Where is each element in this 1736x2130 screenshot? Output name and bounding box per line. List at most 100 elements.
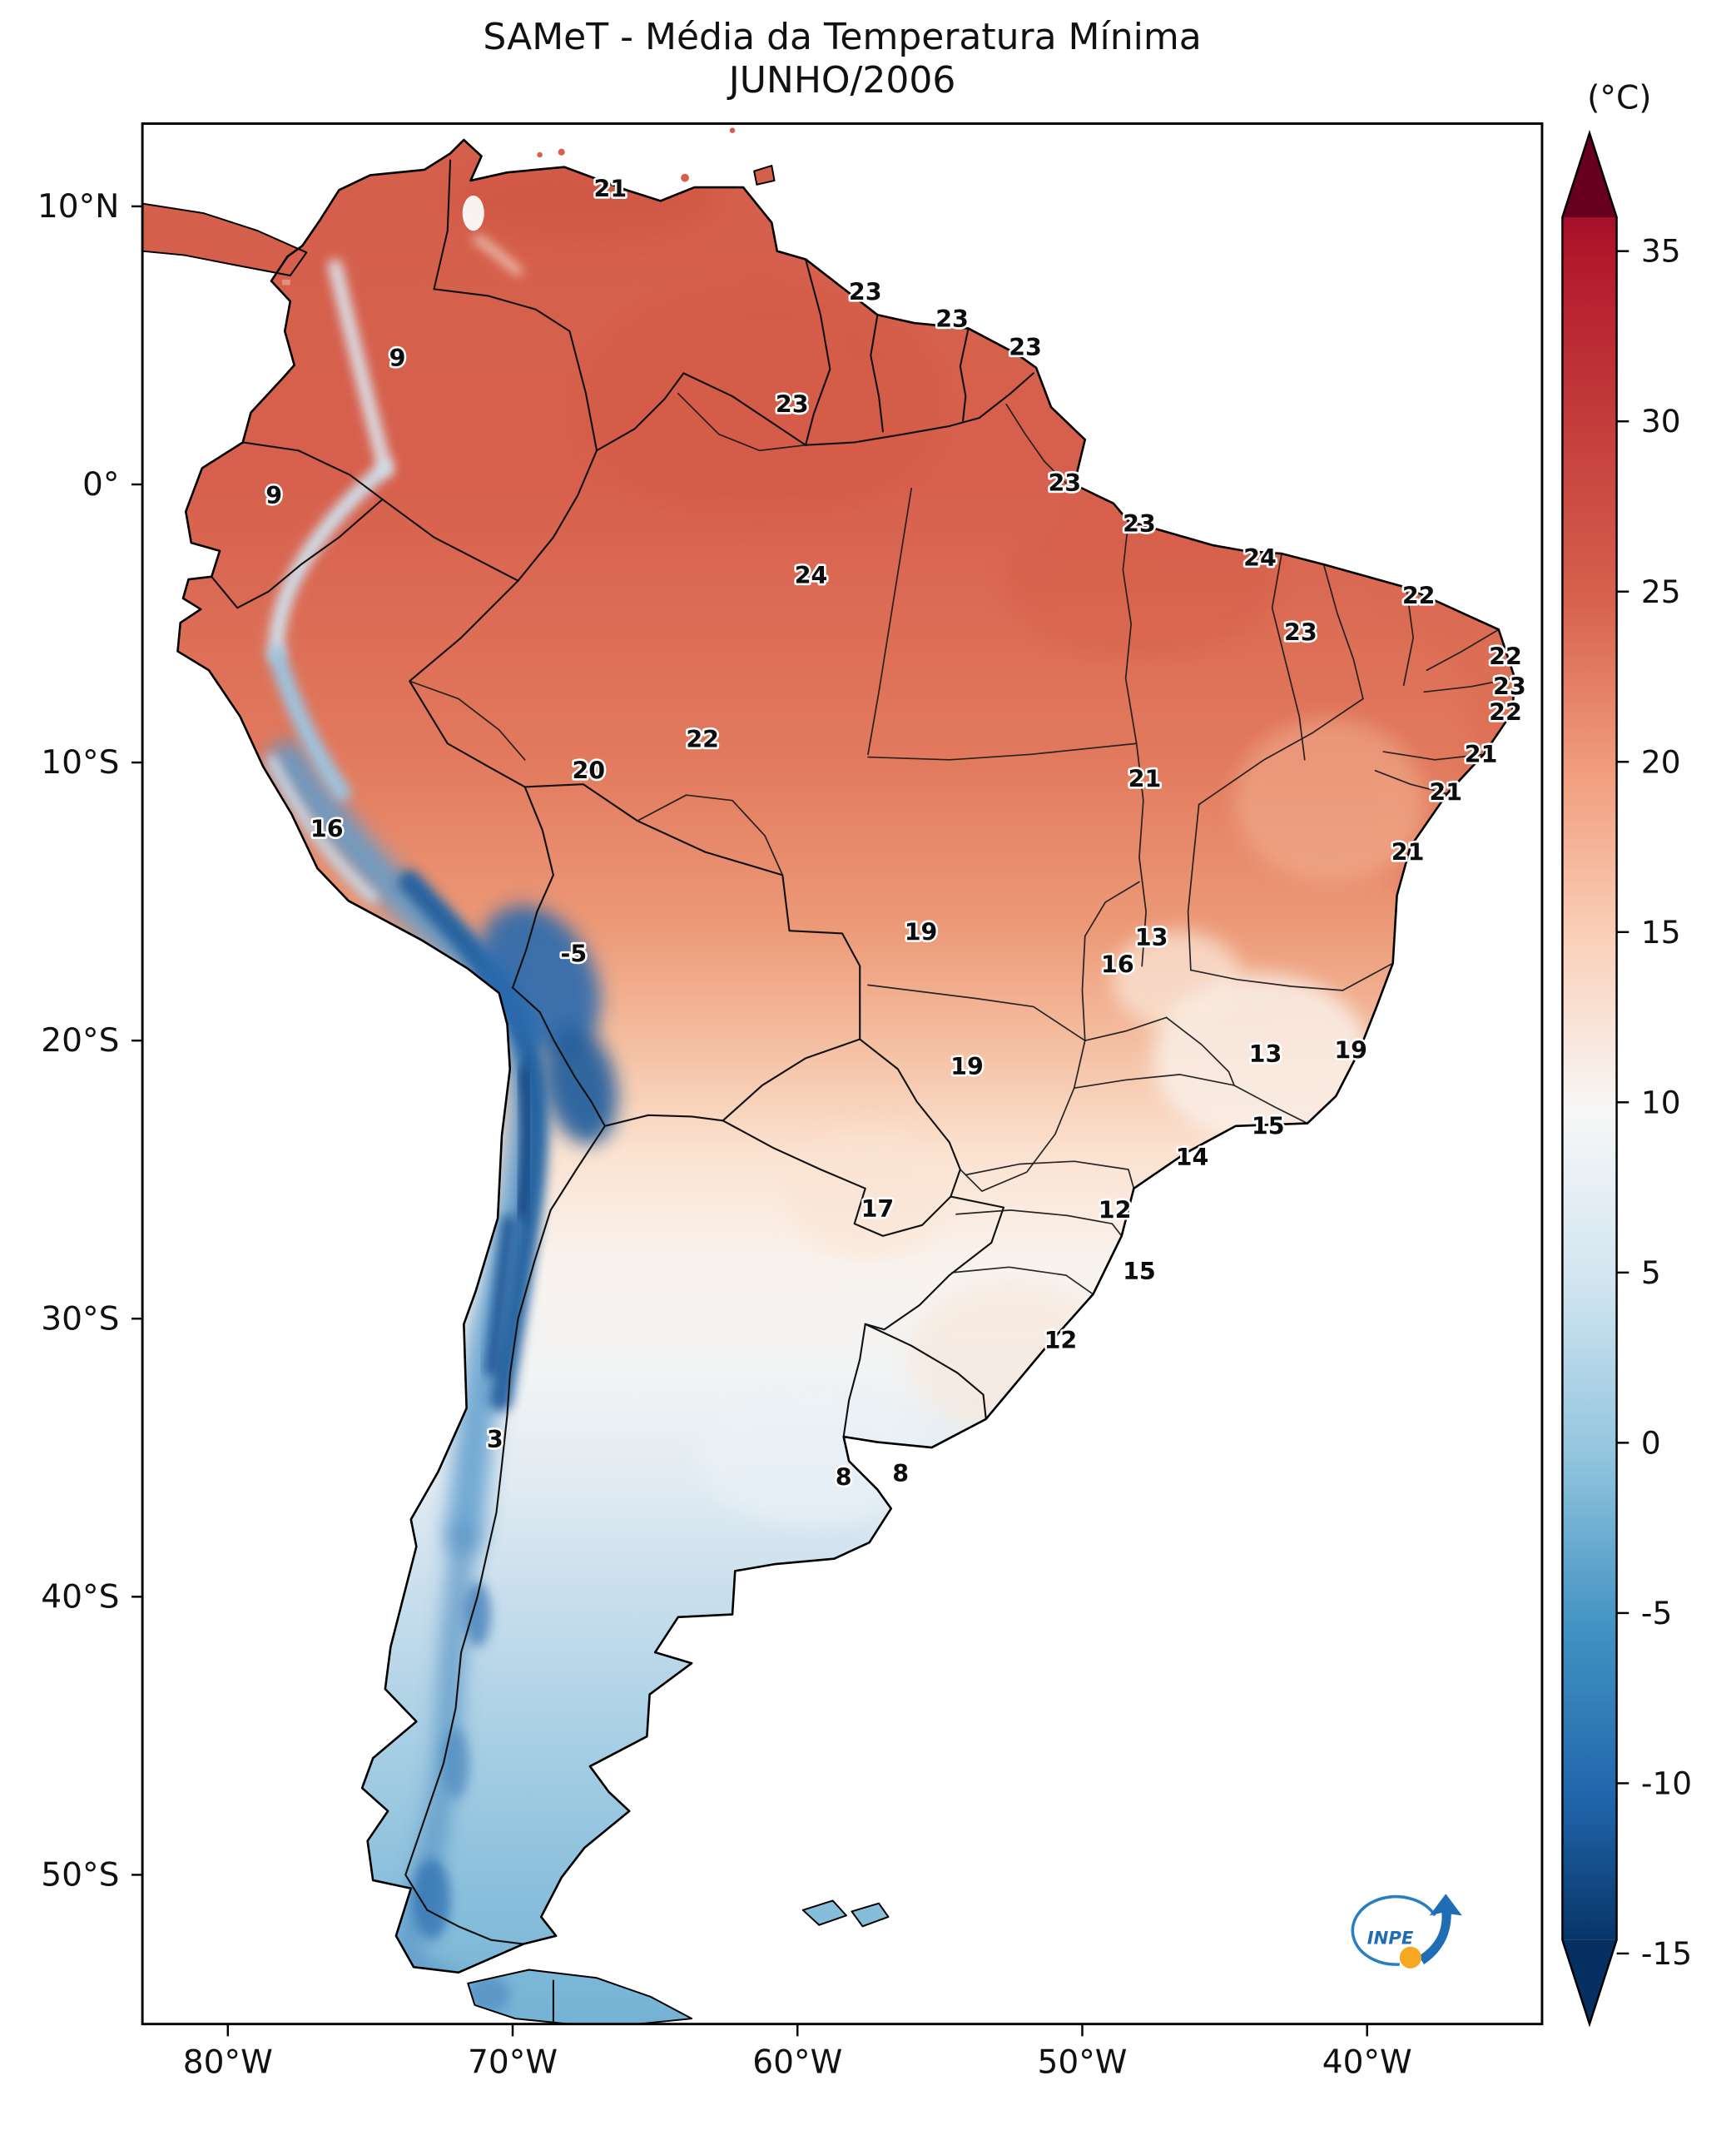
temperature-label: 14 (1176, 1144, 1209, 1171)
temperature-label: 13 (1249, 1040, 1282, 1068)
temperature-label: 21 (1391, 838, 1425, 866)
temperature-labels: 2123232323232324242223222322212121992220… (264, 173, 1529, 1493)
light-patch (1112, 931, 1242, 1029)
temperature-label: -5 (561, 941, 588, 968)
map-plot-area: INPE (142, 123, 1542, 2024)
island-dot (681, 173, 689, 182)
temperature-label: 16 (310, 816, 344, 843)
latitude-tick-label: 10°N (37, 188, 120, 226)
patagonia-icefield (412, 1858, 451, 1940)
temperature-label: 20 (572, 757, 605, 785)
inpe-logo: INPE (1351, 1894, 1462, 1969)
warm-accent (1003, 509, 1275, 658)
inpe-arrow-icon (1418, 1894, 1462, 1964)
island-dot (729, 127, 736, 133)
colorbar-gradient (1562, 216, 1617, 1940)
latitude-axis: 10°N 0° 10°S 20°S 30°S 40°S 50°S (37, 188, 143, 1894)
peru-coast-cool (265, 754, 379, 904)
colorbar-tick-label: 20 (1641, 743, 1681, 780)
state-borders (409, 392, 1513, 1295)
colorbar-tick-label: 10 (1641, 1084, 1681, 1120)
colorbar: 35 30 25 20 15 10 5 0 -5 -10 -15 (1561, 129, 1692, 2028)
colorbar-outline (1561, 129, 1618, 2028)
light-patch-pampas (698, 1390, 930, 1527)
temperature-label: 22 (1489, 699, 1522, 727)
temperature-label: 24 (1243, 544, 1277, 572)
temperature-label: 13 (1135, 924, 1168, 951)
temperature-label: 23 (849, 278, 882, 305)
colorbar-tick-label: -15 (1641, 1935, 1692, 1972)
latitude-tick-label: 10°S (41, 744, 119, 782)
temperature-label: 8 (836, 1464, 852, 1492)
colorbar-tick-label: 0 (1641, 1424, 1661, 1461)
warm-accent (1234, 718, 1425, 882)
temperature-label: 12 (1099, 1197, 1132, 1224)
temperature-label: 21 (1429, 779, 1462, 807)
colorbar-tick-label: 5 (1641, 1254, 1661, 1291)
map-title: SAMeT - Média da Temperatura Mínima (483, 16, 1201, 58)
colombia-andes (328, 259, 392, 475)
andes-core (398, 870, 548, 1412)
island-dot (558, 148, 565, 156)
island-dot (281, 279, 290, 285)
latitude-tick-label: 0° (82, 466, 119, 504)
plot-frame (141, 122, 1544, 2026)
longitude-axis: 80°W 70°W 60°W 50°W 40°W (183, 2023, 1412, 2081)
andes-patagonia (395, 1523, 477, 1996)
temperature-label: 9 (389, 345, 406, 372)
lake-maracaibo (462, 195, 484, 231)
temperature-label: 15 (1123, 1258, 1156, 1285)
colorbar-tick-label: -5 (1641, 1595, 1672, 1631)
colorbar-tick-label: 30 (1641, 403, 1681, 439)
ecuador-andes (269, 460, 393, 662)
colorbar-triangle-bottom (1562, 1939, 1617, 2024)
latitude-tick-label: 50°S (41, 1856, 119, 1894)
longitude-tick-label: 60°W (752, 2043, 842, 2081)
temperature-label: 21 (594, 176, 627, 203)
temperature-label: 21 (1465, 741, 1498, 768)
temperature-label: 15 (1252, 1113, 1285, 1140)
andes-shading (265, 235, 618, 2013)
coastline (142, 127, 1516, 2024)
andes-dark-streak (484, 1214, 515, 1377)
island-dot (537, 151, 543, 158)
temperature-label: 23 (776, 391, 809, 419)
inpe-orange-dot (1399, 1946, 1421, 1969)
longitude-tick-label: 70°W (468, 2043, 558, 2081)
temperature-label: 3 (487, 1426, 503, 1453)
colorbar-tick-label: 35 (1641, 233, 1681, 270)
colorbar-tick-label: -10 (1641, 1765, 1692, 1801)
inpe-swirl (1351, 1894, 1436, 1966)
longitude-tick-label: 80°W (183, 2043, 273, 2081)
colorbar-tick-label: 15 (1641, 914, 1681, 951)
patagonia-andes-spot (464, 1581, 491, 1647)
temperature-label: 17 (861, 1195, 895, 1223)
longitude-tick-label: 50°W (1037, 2043, 1127, 2081)
inpe-text: INPE (1367, 1928, 1414, 1949)
temperature-label: 12 (1044, 1327, 1078, 1354)
temperature-label: 9 (265, 482, 282, 509)
warm-accent (583, 291, 936, 523)
tierra-del-fuego-cold (466, 1975, 510, 2013)
colorbar-ticks: 35 30 25 20 15 10 5 0 -5 -10 -15 (1616, 233, 1692, 1972)
temperature-label: 23 (1048, 469, 1081, 497)
temperature-label: 22 (1489, 643, 1522, 671)
latitude-tick-label: 40°S (41, 1578, 119, 1616)
latitude-tick-label: 30°S (41, 1300, 119, 1338)
temperature-label: 23 (1284, 618, 1317, 646)
temperature-label: 8 (892, 1460, 909, 1487)
colorbar-unit-label: (°C) (1587, 80, 1651, 117)
andes-dark-streak (515, 1066, 533, 1220)
merida-andes (473, 235, 523, 276)
latitude-tick-label: 20°S (41, 1022, 119, 1060)
temperature-label: 22 (1402, 582, 1436, 609)
temperature-label: 23 (1123, 510, 1156, 538)
temperature-label: 24 (795, 562, 828, 589)
longitude-tick-label: 40°W (1322, 2043, 1412, 2081)
temperature-label: 23 (1493, 673, 1526, 701)
colorbar-triangle-top (1562, 132, 1617, 217)
temperature-label: 16 (1101, 951, 1134, 979)
temperature-label: 23 (935, 305, 969, 333)
